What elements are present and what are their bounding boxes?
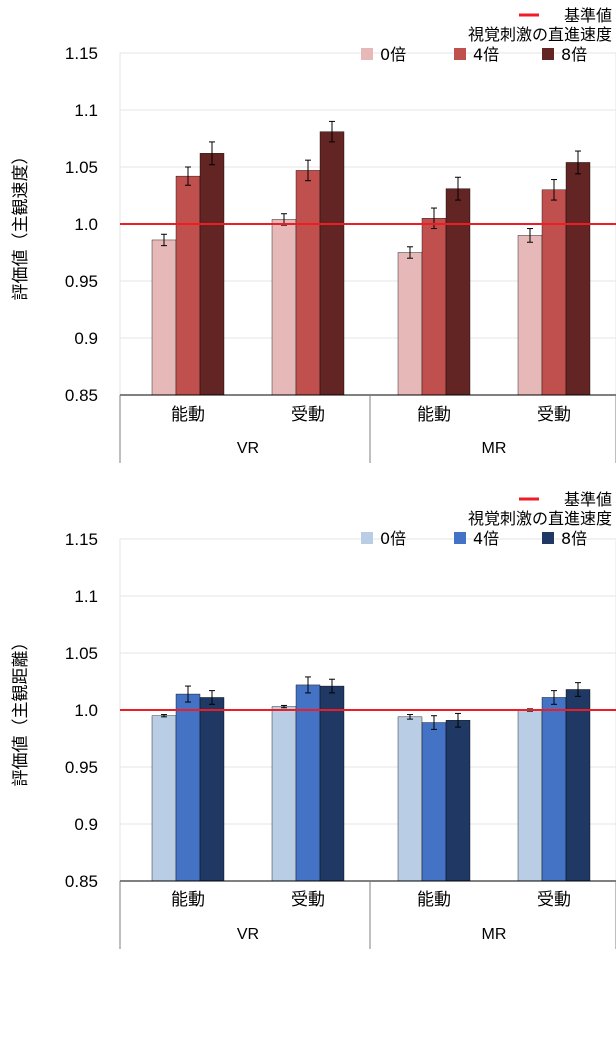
bar-4倍-1 [295,684,321,882]
legend-title: 視覚刺激の直進速度 [468,25,612,44]
y-tick-label: 1.0 [74,215,98,234]
bar-8倍-2 [445,188,471,396]
category-label: 能動 [417,405,451,425]
category-label: 能動 [417,890,451,910]
bar-4倍-0 [175,175,201,396]
group-label: MR [482,440,507,457]
category-label: 能動 [171,405,205,425]
legend-swatch-0倍 [361,532,373,544]
legend-series-label: 8倍 [561,45,587,64]
bar-0倍-3 [517,235,543,396]
legend-series-label: 8倍 [561,529,587,548]
bar-0倍-0 [151,715,177,882]
legend-swatch-4倍 [454,532,466,544]
y-tick-label: 0.9 [74,815,98,834]
legend-series-label: 0倍 [380,529,406,548]
bar-4倍-0 [175,693,201,882]
group-label: VR [237,926,259,943]
legend-swatch-8倍 [542,48,554,60]
bar-4倍-3 [541,697,567,882]
legend-swatch-4倍 [454,48,466,60]
legend-series-label: 4倍 [473,45,499,64]
bar-8倍-0 [199,697,225,882]
bar-0倍-0 [151,239,177,396]
y-tick-label: 1.1 [74,101,98,120]
legend-series-label: 4倍 [473,529,499,548]
category-label: 受動 [291,890,325,910]
legend-swatch-0倍 [361,48,373,60]
bar-4倍-1 [295,170,321,396]
y-tick-label: 0.9 [74,329,98,348]
category-label: 受動 [291,405,325,425]
legend-series-label: 0倍 [380,45,406,64]
bar-8倍-3 [565,162,591,396]
category-label: 受動 [537,405,571,425]
legend-reference-label: 基準値 [564,490,612,509]
y-tick-label: 0.85 [65,872,98,891]
bar-0倍-1 [271,219,297,396]
y-tick-label: 0.95 [65,758,98,777]
y-axis-label: 評価値（主観距離） [11,634,31,787]
y-tick-label: 1.15 [65,44,98,63]
category-label: 受動 [537,890,571,910]
bar-8倍-2 [445,720,471,882]
bar-8倍-1 [319,685,345,882]
bar-4倍-3 [541,189,567,396]
y-tick-label: 1.05 [65,158,98,177]
bar-8倍-3 [565,689,591,882]
y-tick-label: 0.85 [65,386,98,405]
y-tick-label: 0.95 [65,272,98,291]
y-tick-label: 1.1 [74,587,98,606]
category-label: 能動 [171,890,205,910]
y-axis-label: 評価値（主観速度） [11,148,31,301]
bar-8倍-0 [199,153,225,396]
legend-title: 視覚刺激の直進速度 [468,509,612,528]
bar-4倍-2 [421,218,447,396]
bar-0倍-2 [397,252,423,396]
bar-0倍-3 [517,709,543,882]
legend-reference-label: 基準値 [564,6,612,25]
legend-swatch-8倍 [542,532,554,544]
bar-8倍-1 [319,131,345,396]
bar-0倍-2 [397,716,423,882]
y-tick-label: 1.15 [65,530,98,549]
bar-0倍-1 [271,706,297,882]
bar-4倍-2 [421,722,447,882]
group-label: MR [482,926,507,943]
chart-panel-b: 1.15 1.1 1.05 1.0 0.95 0.9 0.85 評価値（主観距離） 能動 受動 能動… [11,490,616,949]
y-tick-label: 1.0 [74,701,98,720]
y-tick-label: 1.05 [65,644,98,663]
group-label: VR [237,440,259,457]
